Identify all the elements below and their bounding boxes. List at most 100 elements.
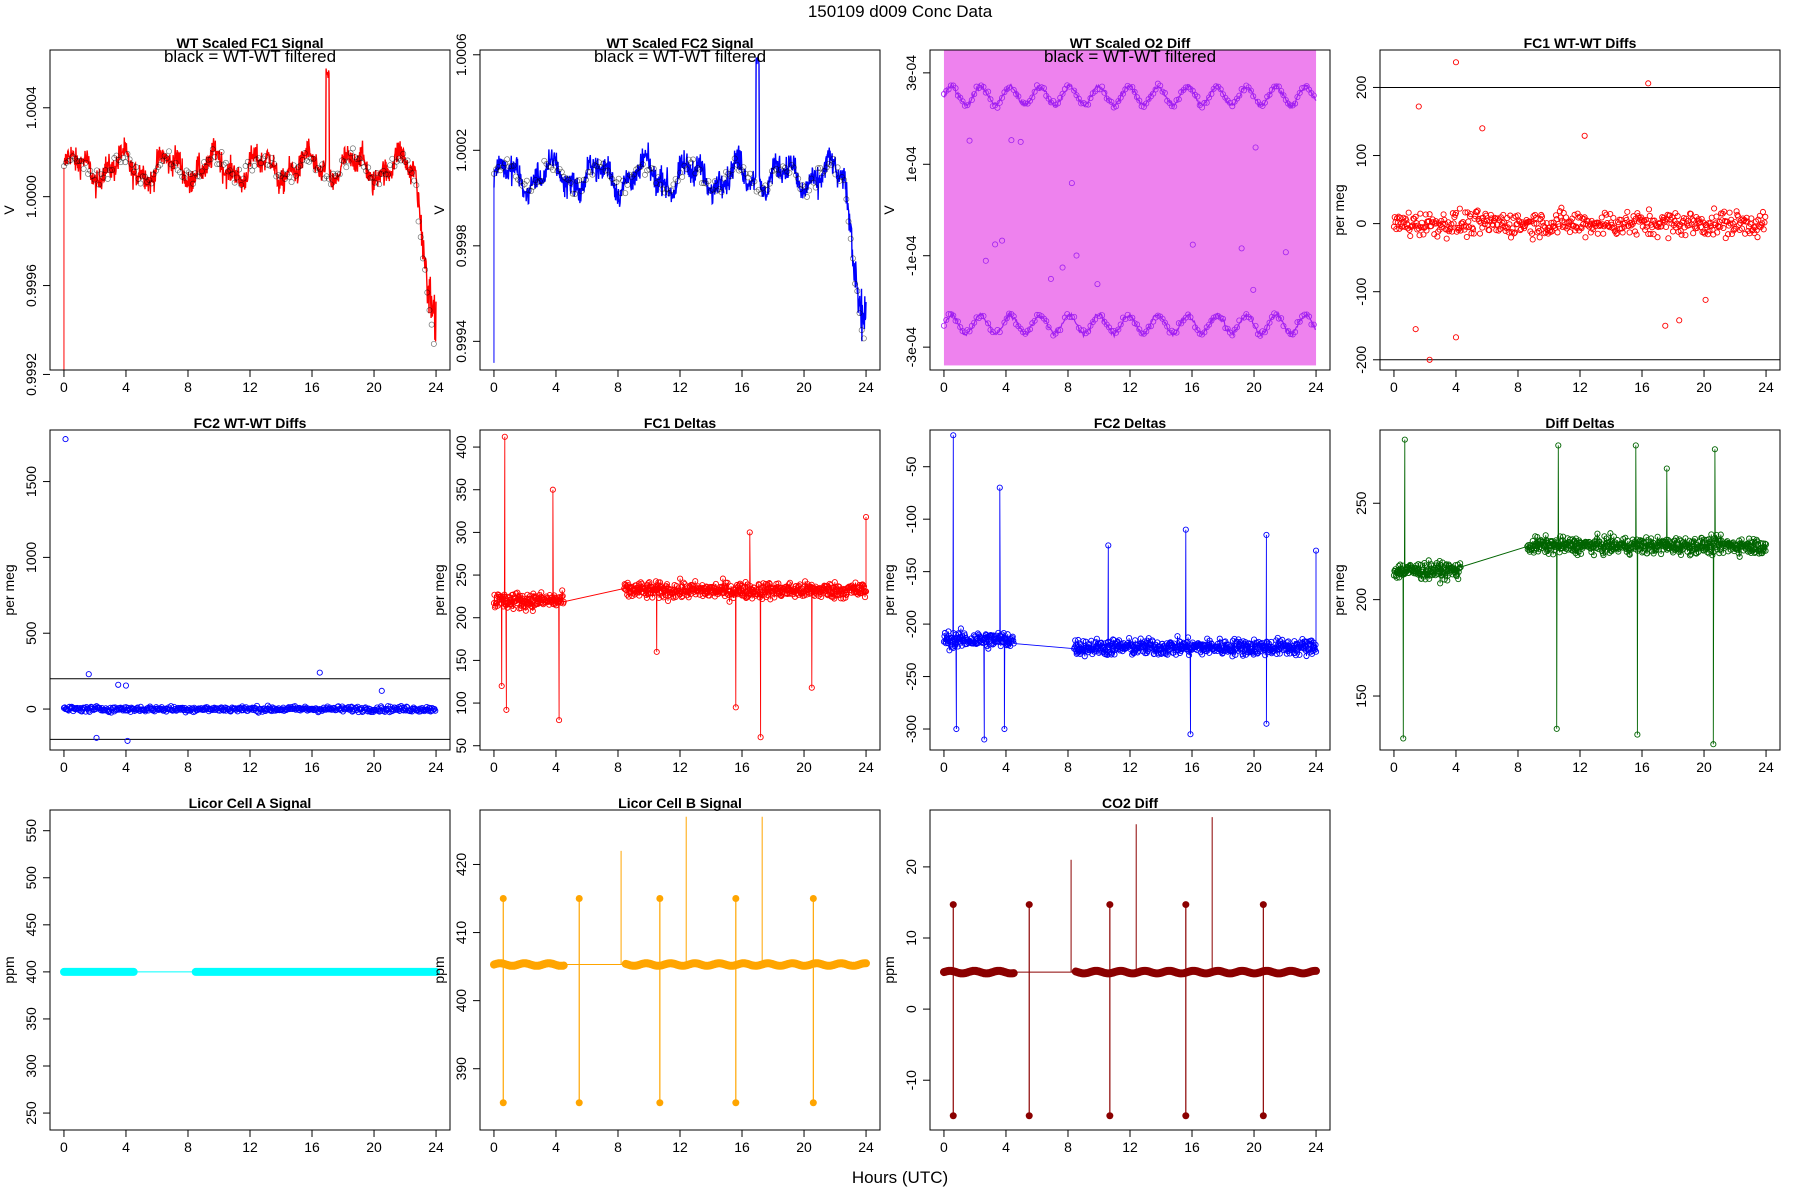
delta-point (808, 684, 815, 691)
delta-point (1571, 547, 1579, 554)
diff-point (1535, 228, 1542, 235)
outlier-point (1676, 317, 1683, 324)
delta-point (1736, 553, 1743, 560)
filtered-point (698, 180, 705, 187)
delta-point (498, 682, 505, 690)
filtered-point (817, 164, 824, 171)
level-band (1071, 966, 1320, 978)
filtered-point (218, 149, 225, 155)
delta-point (1312, 648, 1320, 655)
delta-trace (1393, 439, 1767, 745)
diff-point (1393, 226, 1400, 233)
delta-point (559, 587, 566, 594)
diff-point (1252, 322, 1259, 329)
spike-top (809, 895, 817, 903)
delta-point (1151, 650, 1158, 657)
diff-point (1440, 211, 1447, 218)
diff-point (1278, 315, 1285, 322)
x-tick-label: 0 (60, 1139, 68, 1155)
y-tick-label: -200 (903, 610, 919, 638)
diff-point (1199, 104, 1206, 111)
panel-title: Licor Cell B Signal (618, 795, 742, 811)
diff-point (1236, 317, 1243, 324)
diff-point (1022, 100, 1029, 107)
diff-point (1217, 86, 1224, 93)
y-tick-label: 550 (23, 819, 39, 843)
diff-point (1628, 222, 1635, 229)
delta-point (1713, 531, 1720, 538)
delta-point (950, 432, 957, 439)
delta-point (785, 581, 793, 588)
filtered-point (751, 178, 758, 185)
diff-point (1686, 222, 1693, 229)
x-tick-label: 16 (1184, 1139, 1200, 1155)
diff-point (978, 313, 985, 320)
filtered-point (373, 170, 380, 176)
plot-area (490, 816, 870, 1107)
panel-diff_deltas: Diff Deltas per meg 0 4 8 12 16 20 24 150 200 250 (1331, 415, 1781, 775)
delta-point (996, 484, 1003, 491)
diff-point (1490, 221, 1497, 229)
panel-title: FC2 Deltas (1094, 415, 1167, 431)
delta-point (1759, 547, 1766, 554)
diff-point (1443, 235, 1450, 242)
delta-point (1257, 648, 1264, 655)
spike-top (1259, 901, 1267, 909)
diff-point (1529, 236, 1536, 243)
spike-bottom (949, 1112, 957, 1120)
delta-point (653, 648, 660, 655)
delta-point (1553, 725, 1560, 732)
diff-point (1138, 103, 1145, 110)
delta-point (1658, 550, 1665, 558)
filtered-point (569, 190, 576, 197)
spike-top (1025, 901, 1033, 909)
diff-point (1660, 214, 1667, 221)
x-tick-label: 4 (552, 379, 560, 395)
delta-point (732, 704, 739, 711)
panel-note: black = WT-WT filtered (164, 47, 336, 66)
delta-point (692, 591, 699, 598)
x-tick-label: 16 (1184, 379, 1200, 395)
delta-point (981, 736, 988, 743)
x-tick-label: 20 (1696, 379, 1712, 395)
delta-point (1105, 542, 1112, 549)
y-axis-label: per meg (881, 564, 897, 615)
delta-point (1762, 541, 1770, 548)
delta-point (1577, 550, 1585, 557)
panel-fc2_deltas: FC2 Deltas per meg 0 4 8 12 16 20 24 -300 -250 -200… (881, 415, 1331, 775)
x-tick-label: 8 (1514, 759, 1522, 775)
diff-point (1739, 215, 1746, 222)
diff-point (309, 705, 316, 712)
diff-point (1068, 314, 1075, 321)
diff-point (1003, 315, 1010, 322)
y-tick-label: 300 (23, 1054, 39, 1078)
y-tick-label: 1.0006 (453, 33, 469, 76)
filtered-point (413, 182, 420, 189)
delta-point (692, 578, 699, 585)
diff-point (1487, 211, 1494, 218)
diff-point (1493, 227, 1500, 234)
x-tick-label: 20 (366, 759, 382, 775)
delta-point (1555, 442, 1562, 449)
y-tick-label: 400 (453, 435, 469, 459)
delta-point (985, 645, 992, 652)
filtered-point (650, 165, 657, 172)
diff-point (968, 97, 975, 104)
outlier-point (1452, 334, 1460, 341)
diff-point (1082, 101, 1089, 108)
y-tick-label: 1.0002 (453, 129, 469, 172)
diff-point (1147, 323, 1154, 330)
diff-point (1078, 100, 1085, 107)
filtered-point (349, 145, 356, 152)
plot-area (61, 68, 437, 370)
y-tick-label: -150 (903, 557, 919, 585)
diff-point (1240, 87, 1247, 94)
diff-point (985, 320, 992, 327)
delta-point (726, 598, 733, 605)
delta-point (1426, 575, 1433, 582)
filtered-point (301, 150, 308, 157)
delta-point (1206, 649, 1213, 656)
delta-point (1308, 637, 1315, 644)
diff-point (1066, 313, 1073, 320)
